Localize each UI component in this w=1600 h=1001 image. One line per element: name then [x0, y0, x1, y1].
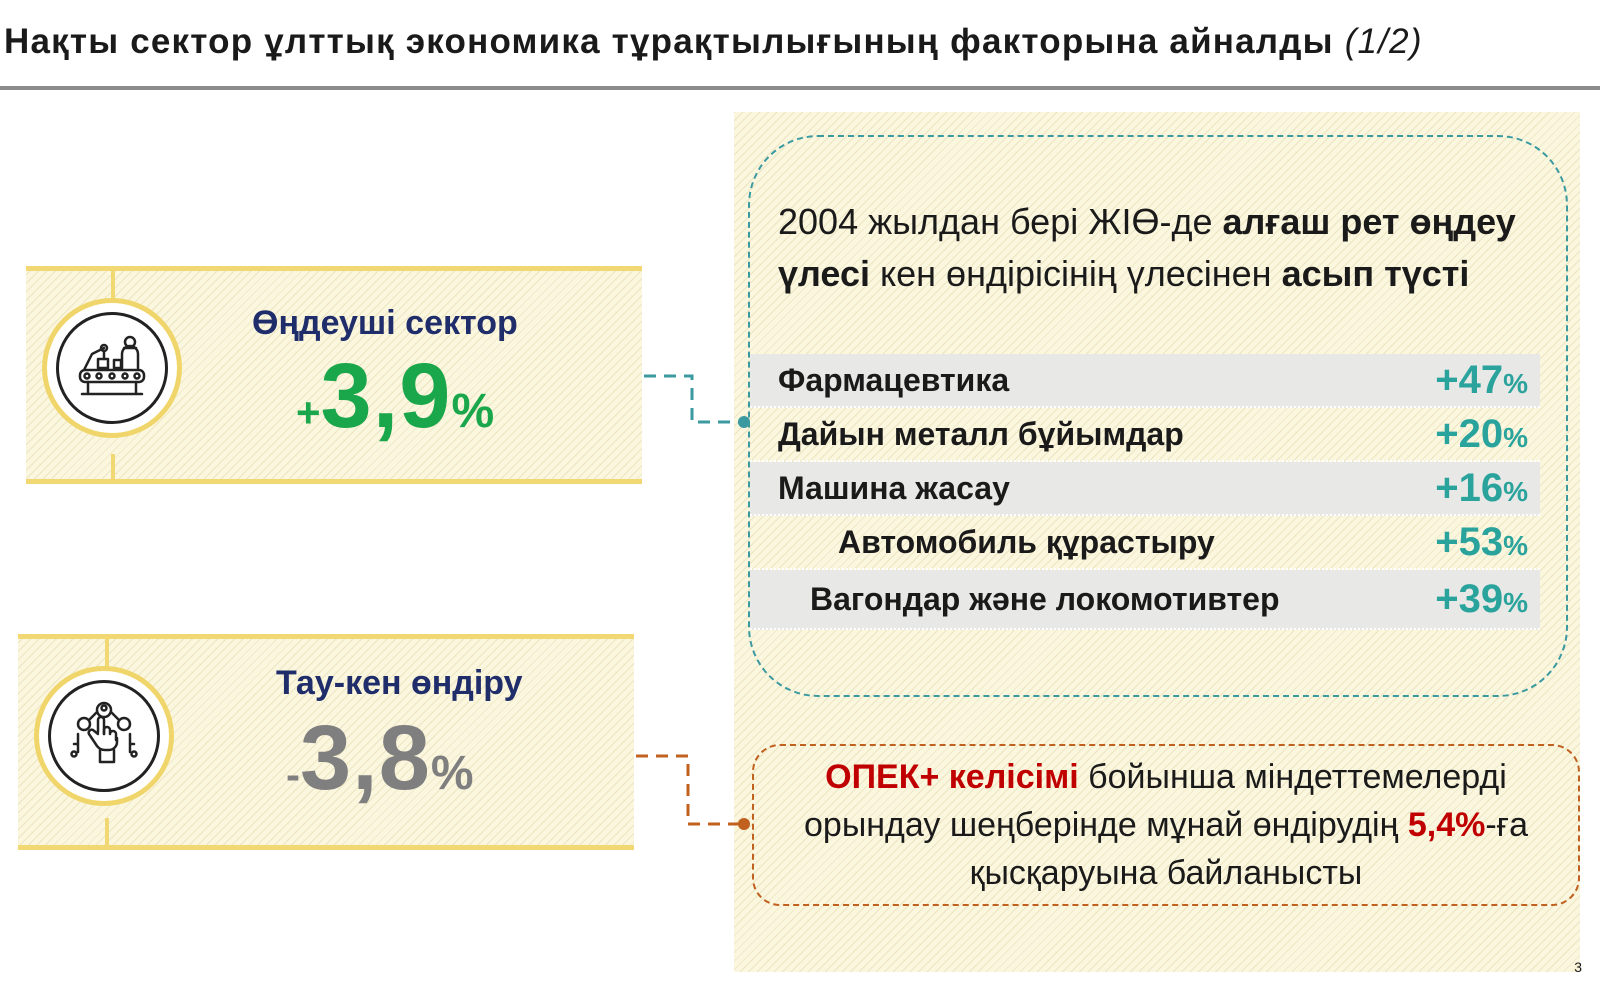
- card-divider-bottom: [105, 818, 109, 850]
- industry-value-unit: %: [1503, 421, 1528, 453]
- card-divider-top: [105, 634, 109, 668]
- highlight-text: 2004 жылдан бері ЖІӨ-де алғаш рет өңдеу …: [778, 196, 1518, 300]
- industry-value-number: +47: [1435, 357, 1504, 402]
- highlight-part2: кен өндірісінің үлесінен: [870, 253, 1282, 294]
- connector-manufacturing: [644, 374, 742, 424]
- industry-value: +39%: [1435, 577, 1540, 622]
- sector-title-manufacturing: Өңдеуші сектор: [252, 304, 518, 342]
- card-divider-top: [111, 266, 115, 302]
- card-bottom-border: [26, 479, 642, 484]
- card-bottom-border: [18, 845, 634, 850]
- value-sign: -: [286, 751, 300, 798]
- industry-value-unit: %: [1503, 367, 1528, 399]
- icon-circle: [34, 666, 174, 806]
- card-top-border: [26, 266, 642, 271]
- industry-label: Фармацевтика: [778, 361, 1010, 398]
- value-number: 3,9: [320, 345, 452, 447]
- page-title-suffix: (1/2): [1344, 22, 1423, 61]
- sector-value-mining: -3,8%: [286, 706, 474, 811]
- highlight-bold1: алғаш рет өңдеу үлесі: [778, 201, 1516, 294]
- sector-card-mining: Тау-кен өндіру -3,8%: [18, 634, 634, 850]
- highlight-box: [748, 135, 1568, 697]
- value-unit: %: [430, 747, 474, 800]
- opec-note-text2: -ға қысқаруына байланысты: [969, 806, 1528, 892]
- page-number: 3: [1574, 959, 1582, 975]
- industry-value-number: +16: [1435, 465, 1504, 510]
- sector-card-manufacturing: Өңдеуші сектор +3,9%: [26, 266, 642, 484]
- opec-note-red2: 5,4%: [1407, 806, 1486, 844]
- icon-circle-inner: [48, 680, 160, 792]
- sector-value-manufacturing: +3,9%: [296, 344, 494, 449]
- industry-value-unit: %: [1503, 586, 1528, 618]
- opec-note-red1: ОПЕК+ келісімі: [825, 758, 1079, 796]
- industry-value-unit: %: [1503, 475, 1528, 507]
- opec-note-box: ОПЕК+ келісімі бойынша міндеттемелерді о…: [752, 744, 1580, 906]
- page-title: Нақты сектор ұлттық экономика тұрақтылығ…: [4, 22, 1600, 62]
- industry-row: Вагондар және локомотивтер +39%: [750, 570, 1540, 630]
- industry-value: +53%: [1435, 520, 1540, 565]
- industry-label: Дайын металл бұйымдар: [778, 415, 1184, 452]
- industry-row: Автомобиль құрастыру +53%: [750, 516, 1540, 570]
- card-divider-bottom: [111, 454, 115, 484]
- industry-value: +16%: [1435, 466, 1540, 511]
- industry-label: Машина жасау: [778, 469, 1010, 506]
- icon-circle: [42, 298, 182, 438]
- value-unit: %: [451, 385, 495, 438]
- opec-note-text: ОПЕК+ келісімі бойынша міндеттемелерді о…: [754, 753, 1578, 897]
- industry-value: +47%: [1435, 358, 1540, 403]
- highlight-part1: 2004 жылдан бері ЖІӨ-де: [778, 201, 1223, 242]
- industry-value: +20%: [1435, 412, 1540, 457]
- title-divider: [0, 86, 1600, 90]
- industry-list: Фармацевтика +47% Дайын металл бұйымдар …: [750, 354, 1540, 630]
- industry-value-number: +39: [1435, 576, 1504, 621]
- sector-title-mining: Тау-кен өндіру: [276, 664, 523, 702]
- icon-circle-inner: [56, 312, 168, 424]
- page-title-main: Нақты сектор ұлттық экономика тұрақтылығ…: [4, 22, 1334, 61]
- mining-hand-network-icon: [70, 701, 138, 764]
- factory-workers-icon: [78, 335, 146, 396]
- right-panel-background: [734, 112, 1580, 972]
- highlight-bold2: асып түсті: [1281, 253, 1470, 294]
- industry-row: Машина жасау +16%: [750, 462, 1540, 516]
- industry-label: Автомобиль құрастыру: [838, 523, 1215, 560]
- value-sign: +: [296, 389, 321, 436]
- industry-row: Фармацевтика +47%: [750, 354, 1540, 408]
- value-number: 3,8: [300, 707, 431, 809]
- industry-value-number: +20: [1435, 411, 1504, 456]
- card-top-border: [18, 634, 634, 639]
- industry-value-unit: %: [1503, 529, 1528, 561]
- industry-row: Дайын металл бұйымдар +20%: [750, 408, 1540, 462]
- industry-value-number: +53: [1435, 519, 1504, 564]
- industry-label: Вагондар және локомотивтер: [810, 580, 1280, 617]
- connector-mining: [636, 754, 742, 826]
- opec-note-text1: бойынша міндеттемелерді орындау шеңберін…: [804, 758, 1507, 844]
